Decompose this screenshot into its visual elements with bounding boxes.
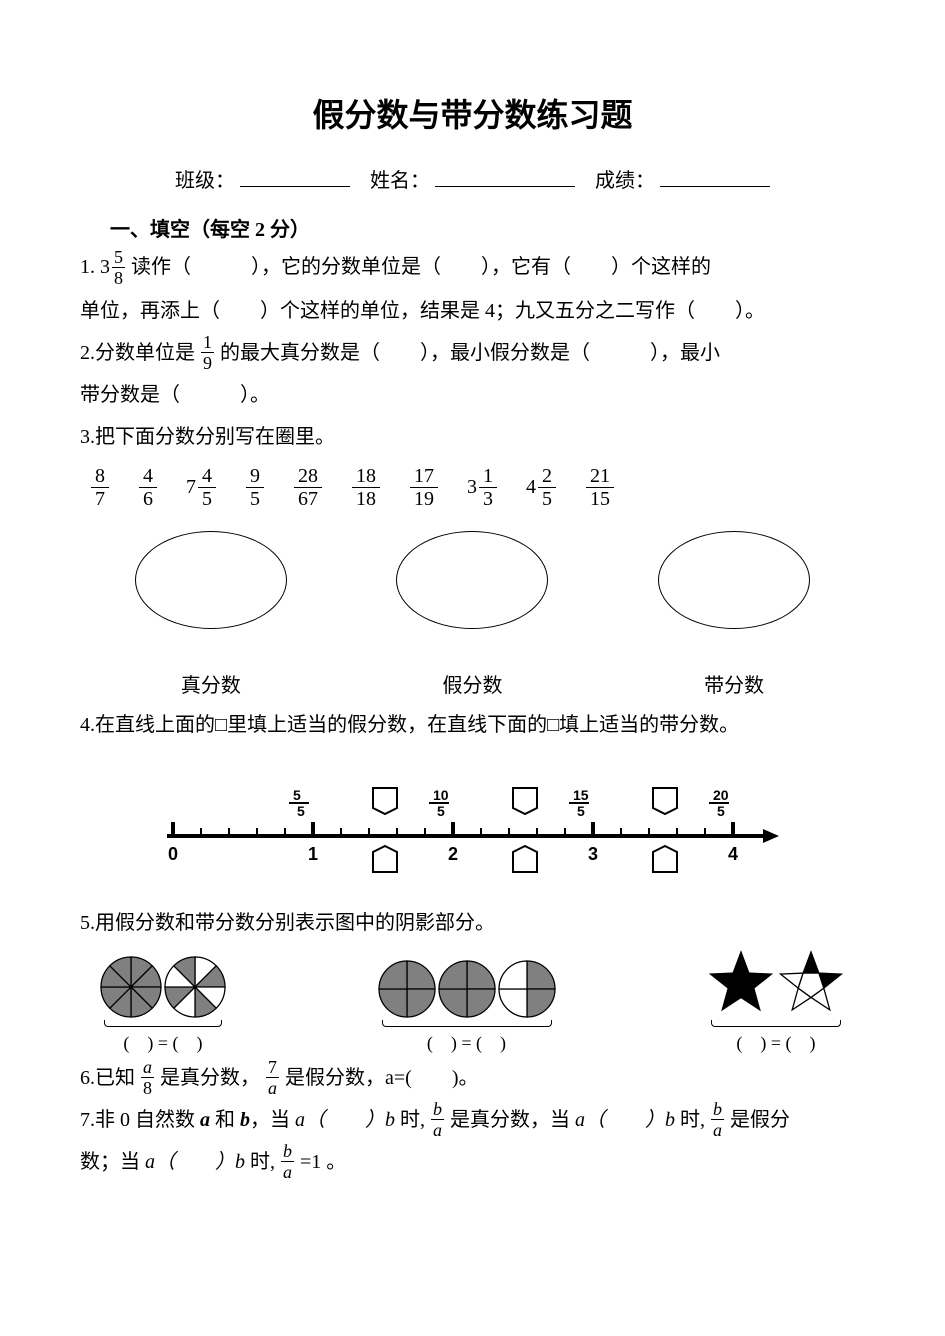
q2-text-b: 的最大真分数是（ ），最小假分数是（ ），最小 — [220, 342, 720, 364]
numberline-svg: 0123455105155205 — [153, 764, 793, 884]
q6-b: 是真分数， — [160, 1067, 260, 1089]
q3-frac: 95 — [246, 466, 264, 509]
q5-group-2: ( ) = ( ) — [707, 950, 845, 1055]
q3-frac: 425 — [526, 468, 557, 511]
student-info-line: 班级： 姓名： 成绩： — [80, 164, 865, 193]
svg-text:5: 5 — [437, 803, 445, 819]
svg-text:0: 0 — [167, 844, 177, 864]
q3-frac: 2867 — [294, 466, 322, 509]
q1-line2: 单位，再添上（ ）个这样的单位，结果是 4；九又五分之二写作（ ）。 — [80, 290, 865, 332]
q2-line2: 带分数是（ ）。 — [80, 374, 865, 416]
name-blank[interactable] — [435, 164, 575, 187]
q3-frac: 87 — [91, 466, 109, 509]
q3-text: 3.把下面分数分别写在圈里。 — [80, 416, 865, 458]
q1-text-a: 读作（ ），它的分数单位是（ ），它有（ ）个这样的 — [131, 256, 711, 278]
svg-text:1: 1 — [307, 844, 317, 864]
q7-line2: 数；当 a（ ）b 时, ba =1 。 — [80, 1141, 865, 1183]
q2-line1: 2.分数单位是 19 的最大真分数是（ ），最小假分数是（ ），最小 — [80, 332, 865, 374]
class-blank[interactable] — [240, 164, 350, 187]
svg-text:5: 5 — [297, 803, 305, 819]
q4-numberline: 0123455105155205 — [153, 764, 793, 884]
section1-heading: 一、填空（每空 2 分） — [110, 213, 865, 242]
q5-text: 5.用假分数和带分数分别表示图中的阴影部分。 — [80, 902, 865, 944]
q3-label-improper: 假分数 — [442, 669, 502, 698]
class-label: 班级： — [175, 170, 235, 192]
q3-frac: 313 — [467, 468, 498, 511]
q3-frac: 1818 — [352, 466, 380, 509]
q2-text-a: 2.分数单位是 — [80, 342, 200, 364]
q7-blank2[interactable]: a（ ）b — [575, 1109, 675, 1131]
q5-group-0: ( ) = ( ) — [100, 956, 226, 1055]
q6-a: 6.已知 — [80, 1067, 140, 1089]
q7-var-a: a — [200, 1109, 210, 1131]
page-title: 假分数与带分数练习题 — [80, 90, 865, 136]
q3-frac: 1719 — [410, 466, 438, 509]
q2-frac: 19 — [201, 333, 214, 372]
q3-label-proper: 真分数 — [181, 669, 241, 698]
q1-prefix: 1. — [80, 256, 100, 278]
q3-frac: 46 — [139, 466, 157, 509]
svg-text:2: 2 — [447, 844, 457, 864]
q5-shapes: ( ) = ( ) ( ) = ( ) ( ) = ( ) — [100, 950, 845, 1055]
q6-frac2: 7a — [266, 1058, 279, 1097]
svg-text:10: 10 — [433, 787, 449, 803]
q3-label-mixed: 带分数 — [704, 669, 764, 698]
svg-text:15: 15 — [573, 787, 589, 803]
q3-ellipse-proper[interactable] — [135, 531, 287, 629]
score-label: 成绩： — [595, 170, 655, 192]
q7-frac3: ba — [281, 1142, 294, 1181]
q3-fraction-list: 87 46 745 95 2867 1818 1719 313 425 2115 — [90, 468, 865, 511]
q5-eq-2[interactable]: ( ) = ( ) — [707, 1029, 845, 1055]
q3-ellipse-mixed[interactable] — [658, 531, 810, 629]
q4-text: 4.在直线上面的□里填上适当的假分数，在直线下面的□填上适当的带分数。 — [80, 704, 865, 746]
q3-frac: 2115 — [586, 466, 614, 509]
q5-eq-0[interactable]: ( ) = ( ) — [100, 1029, 226, 1055]
q5-group-1: ( ) = ( ) — [378, 960, 556, 1055]
q6-line: 6.已知 a8 是真分数， 7a 是假分数，a=( )。 — [80, 1057, 865, 1099]
q7-frac2: ba — [711, 1100, 724, 1139]
q7-frac1: ba — [431, 1100, 444, 1139]
svg-text:3: 3 — [587, 844, 597, 864]
worksheet-page: 假分数与带分数练习题 班级： 姓名： 成绩： 一、填空（每空 2 分） 1. 3… — [0, 0, 945, 1336]
q3-ellipse-improper[interactable] — [396, 531, 548, 629]
name-label: 姓名： — [370, 170, 430, 192]
q6-frac1: a8 — [141, 1058, 154, 1097]
q7-var-b: b — [240, 1109, 250, 1131]
q3-labels: 真分数 假分数 带分数 — [80, 669, 865, 698]
q1-line1: 1. 358 读作（ ），它的分数单位是（ ），它有（ ）个这样的 — [80, 246, 865, 290]
q7-blank3[interactable]: a（ ）b — [145, 1151, 245, 1173]
q1-mixed: 358 — [100, 247, 126, 290]
q7-line1: 7.非 0 自然数 a 和 b，当 a（ ）b 时, ba 是真分数，当 a（ … — [80, 1099, 865, 1141]
svg-text:20: 20 — [713, 787, 729, 803]
svg-text:5: 5 — [293, 787, 301, 803]
svg-text:5: 5 — [717, 803, 725, 819]
q7-a: 7.非 0 自然数 — [80, 1109, 200, 1131]
q3-ellipses — [80, 531, 865, 629]
q3-frac: 745 — [186, 468, 217, 511]
svg-text:4: 4 — [727, 844, 737, 864]
svg-text:5: 5 — [577, 803, 585, 819]
score-blank[interactable] — [660, 164, 770, 187]
q6-c: 是假分数，a=( )。 — [285, 1067, 478, 1089]
q5-eq-1[interactable]: ( ) = ( ) — [378, 1029, 556, 1055]
q7-blank1[interactable]: a（ ）b — [295, 1109, 395, 1131]
